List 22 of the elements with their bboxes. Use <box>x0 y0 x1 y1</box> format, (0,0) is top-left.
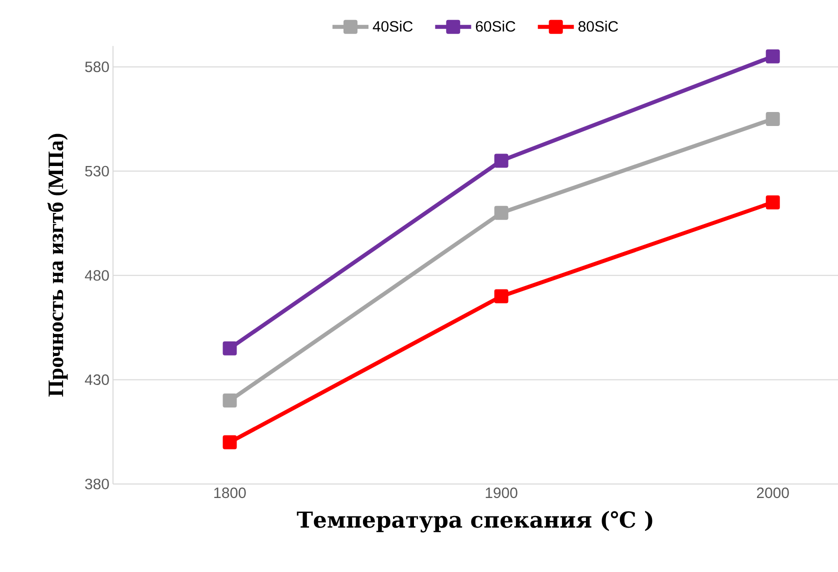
x-tick-label: 1900 <box>486 488 518 498</box>
y-tick-label: 480 <box>84 270 109 281</box>
legend-label: 40SiC <box>372 20 413 32</box>
point <box>766 195 780 210</box>
point <box>222 341 237 356</box>
point <box>766 112 780 126</box>
y-tick-label: 430 <box>84 374 109 385</box>
x-tick-label: 2000 <box>756 488 789 498</box>
point <box>494 289 508 304</box>
point <box>222 394 237 408</box>
point <box>222 435 237 450</box>
point <box>494 206 508 220</box>
y-tick-label: 530 <box>85 166 109 176</box>
legend-label: 60SiC <box>476 20 516 32</box>
y-tick-label: 380 <box>85 478 109 490</box>
y-tick-label: 580 <box>85 62 109 72</box>
point <box>494 154 508 168</box>
x-tick-label: 1800 <box>214 488 246 498</box>
x-axis-title: Температура спекания (℃ ) <box>296 510 652 532</box>
legend-label: 80SiC <box>578 20 618 32</box>
point <box>766 49 780 64</box>
y-axis-title: Прочность на изгтб (МПа) <box>47 134 68 397</box>
